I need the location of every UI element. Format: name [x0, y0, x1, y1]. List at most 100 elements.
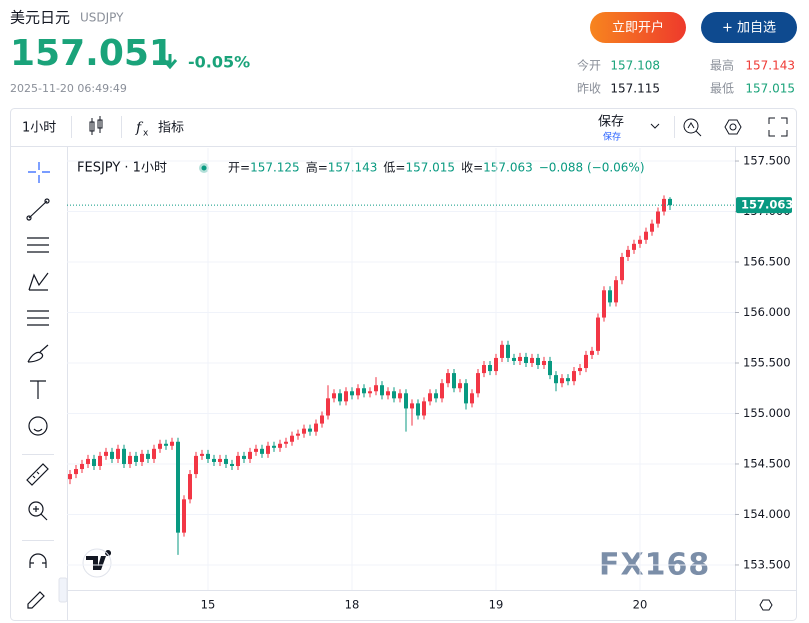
drawing-tools[interactable] — [26, 162, 50, 609]
candle-body — [470, 393, 474, 404]
legend: 开= 157.125 高= 157.143 低= 157.015 收= 157.063 −0.0… — [228, 160, 645, 175]
open-account-button[interactable] — [590, 12, 686, 43]
candle-body — [602, 290, 606, 318]
candle-body — [296, 433, 300, 436]
legend-label: 开= — [228, 161, 250, 175]
candle-body — [656, 211, 660, 224]
candle-body — [638, 239, 642, 244]
candle-body — [512, 357, 516, 361]
candle-body — [338, 393, 342, 402]
candle-body — [332, 393, 336, 399]
candle-body — [272, 445, 276, 448]
x-tick-label: 15 — [201, 598, 216, 612]
legend-value: 157.063 — [483, 161, 533, 175]
stat-value: 157.143 — [745, 59, 795, 73]
y-tick-label: 156.000 — [743, 305, 791, 319]
candle-body — [218, 458, 222, 462]
candle-body — [134, 455, 138, 462]
candle-body — [506, 344, 510, 358]
stat-label: 昨收 — [577, 82, 601, 96]
x-tick-label: 20 — [633, 598, 648, 612]
candle-body — [668, 198, 672, 206]
x-tick-label: 19 — [489, 598, 504, 612]
button-label[interactable]: 立即开户 — [612, 20, 664, 36]
chart-title: FESJPY · 1小时 — [77, 161, 167, 176]
candle-body — [620, 256, 624, 281]
candle-body — [368, 391, 372, 394]
candle-body — [554, 375, 558, 384]
candle-body — [386, 391, 390, 396]
candle-body — [374, 385, 378, 392]
collapse-handle[interactable] — [58, 577, 68, 603]
candle-body — [350, 391, 354, 396]
candle-body — [398, 393, 402, 399]
axis-settings-icon[interactable] — [759, 599, 773, 611]
price-change: -0.05% — [188, 53, 250, 72]
candle-body — [206, 453, 210, 459]
tradingview-logo — [82, 548, 112, 578]
y-tick-label: 155.500 — [743, 355, 791, 369]
current-price: 157.051 — [10, 33, 174, 74]
stat-label: 最高 — [710, 58, 734, 73]
candle-body — [194, 455, 198, 475]
y-tick-label: 153.500 — [743, 557, 791, 571]
stat-value: 157.015 — [745, 82, 795, 96]
candle-body — [362, 388, 366, 394]
candle-body — [578, 368, 582, 372]
tradingview-logo — [86, 550, 112, 570]
save-button[interactable]: 保存 — [598, 115, 624, 130]
quick-search-icon[interactable] — [683, 118, 702, 137]
interval-button[interactable]: 1小时 — [22, 121, 56, 136]
candle-body — [380, 385, 384, 396]
fullscreen-icon[interactable] — [768, 117, 788, 137]
candle-body — [68, 474, 72, 480]
candle-body — [326, 398, 330, 416]
stat-label: 最低 — [710, 82, 734, 96]
indicator-icon[interactable]: f — [135, 120, 144, 136]
candle-body — [458, 383, 462, 389]
y-tick-label: 154.000 — [743, 507, 791, 521]
candle-body — [476, 373, 480, 394]
settings-icon[interactable] — [729, 123, 737, 131]
indicator-icon[interactable]: x — [143, 129, 149, 139]
watchlist-button[interactable] — [701, 12, 797, 43]
candle-body — [584, 354, 588, 369]
candle-body — [440, 383, 444, 399]
save-status: 保存 — [603, 131, 621, 143]
candle-body — [404, 393, 408, 409]
candle-body — [128, 455, 132, 464]
chart-type-icon[interactable] — [89, 116, 103, 135]
indicators-button[interactable]: 指标 — [158, 121, 184, 136]
candle-body — [314, 423, 318, 432]
candle-body — [242, 455, 246, 459]
candle-body — [464, 383, 468, 404]
candle-body — [122, 448, 126, 464]
legend-value: 157.015 — [405, 161, 455, 175]
candle-body — [266, 445, 270, 454]
candle-body — [200, 453, 204, 456]
candle-body — [524, 356, 528, 363]
candle-body — [80, 463, 84, 470]
candle-body — [92, 458, 96, 466]
chart-frame — [10, 108, 797, 621]
candle-body — [356, 388, 360, 396]
candle-body — [110, 451, 114, 459]
candle-body — [392, 391, 396, 399]
candle-body — [446, 373, 450, 384]
candle-body — [500, 344, 504, 358]
candle-body — [236, 455, 240, 466]
candle-body — [74, 469, 78, 475]
candle-body — [188, 474, 192, 500]
button-label[interactable]: + 加自选 — [722, 21, 776, 36]
candle-body — [86, 458, 90, 464]
down-arrow — [162, 54, 178, 70]
candle-body — [278, 443, 282, 448]
stat-value: 157.115 — [610, 82, 660, 96]
candle-body — [482, 365, 486, 374]
dropdown-chevron[interactable] — [650, 123, 660, 129]
candle-body — [224, 458, 228, 464]
candle-body — [98, 455, 102, 466]
settings-icon[interactable] — [724, 119, 742, 135]
candle-body — [284, 441, 288, 444]
